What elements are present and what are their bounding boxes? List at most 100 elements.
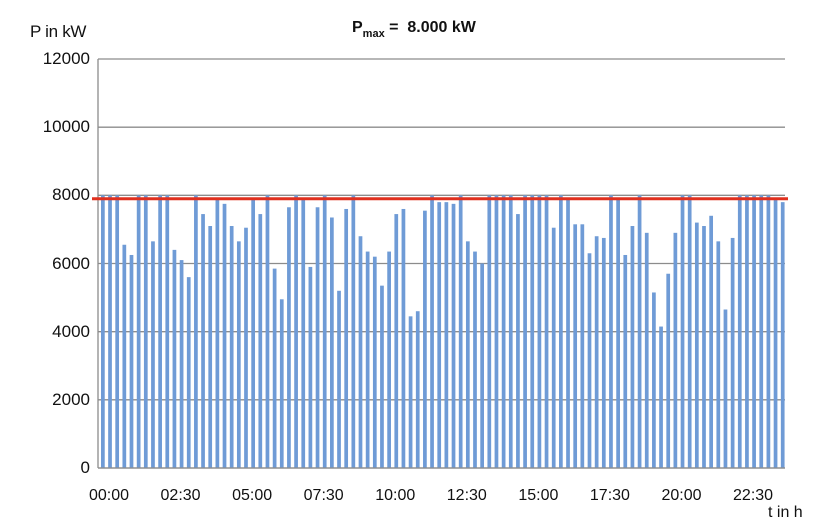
bar bbox=[115, 195, 120, 468]
title-main: P bbox=[352, 19, 363, 36]
bar-series bbox=[101, 195, 785, 469]
bar bbox=[516, 214, 520, 468]
bar bbox=[659, 326, 663, 468]
bar bbox=[544, 195, 549, 468]
bar bbox=[587, 253, 592, 468]
bar bbox=[773, 198, 778, 469]
x-tick-label: 10:00 bbox=[375, 487, 416, 504]
y-tick-label: 2000 bbox=[52, 389, 90, 409]
bar bbox=[702, 226, 706, 468]
bar bbox=[179, 260, 184, 468]
bar bbox=[136, 195, 141, 468]
bar bbox=[473, 251, 477, 468]
bar bbox=[465, 241, 470, 468]
y-tick-label: 4000 bbox=[52, 321, 90, 341]
y-tick-label: 8000 bbox=[52, 185, 90, 205]
bar bbox=[265, 195, 270, 468]
title-value: = 8.000 kW bbox=[384, 19, 476, 36]
bar bbox=[143, 195, 148, 468]
x-tick-label: 17:30 bbox=[589, 487, 630, 504]
bar bbox=[444, 202, 449, 468]
bar bbox=[401, 208, 406, 468]
bar bbox=[308, 266, 313, 468]
bar bbox=[766, 195, 771, 468]
bar bbox=[687, 195, 692, 468]
bar bbox=[294, 195, 298, 468]
bar bbox=[358, 236, 363, 468]
bar bbox=[523, 195, 527, 468]
bar bbox=[387, 251, 391, 468]
bar bbox=[759, 195, 764, 468]
bar bbox=[372, 256, 377, 468]
x-tick-label: 20:00 bbox=[661, 487, 702, 504]
bar bbox=[423, 210, 427, 469]
bar bbox=[151, 241, 155, 468]
bar bbox=[322, 195, 327, 468]
bar bbox=[780, 202, 785, 468]
bar bbox=[652, 292, 656, 468]
bar bbox=[301, 198, 306, 469]
x-tick-label: 00:00 bbox=[88, 487, 130, 504]
y-tick-label: 10000 bbox=[42, 117, 90, 137]
bar bbox=[108, 195, 112, 468]
bar bbox=[287, 207, 291, 468]
title-subscript: max bbox=[362, 28, 385, 40]
bar bbox=[330, 217, 334, 468]
y-tick-label: 0 bbox=[80, 458, 90, 477]
bar bbox=[251, 198, 256, 469]
bar bbox=[537, 195, 542, 468]
bar bbox=[501, 195, 506, 468]
bar bbox=[315, 207, 320, 468]
bar bbox=[530, 195, 535, 468]
bar bbox=[508, 195, 513, 468]
bar bbox=[344, 208, 349, 468]
bar bbox=[165, 195, 170, 468]
bar bbox=[451, 203, 456, 468]
bar bbox=[365, 251, 370, 468]
bar bbox=[609, 195, 613, 468]
y-axis-label: P in kW bbox=[30, 22, 87, 41]
bar bbox=[337, 290, 341, 468]
bar bbox=[559, 195, 563, 468]
bar bbox=[737, 195, 742, 468]
bar bbox=[580, 224, 585, 468]
bar bbox=[573, 224, 578, 468]
bar bbox=[694, 222, 699, 468]
bar bbox=[236, 241, 241, 468]
x-axis-label: t in h bbox=[768, 504, 803, 521]
bar bbox=[430, 195, 434, 468]
bar bbox=[172, 249, 177, 468]
chart-title: Pmax = 8.000 kW bbox=[352, 19, 476, 40]
bar bbox=[594, 236, 599, 468]
bar bbox=[723, 309, 728, 468]
bar bbox=[279, 299, 284, 468]
bar bbox=[487, 195, 492, 468]
bar bbox=[380, 285, 384, 468]
bar bbox=[566, 198, 570, 469]
bar bbox=[437, 202, 442, 468]
bar bbox=[122, 244, 127, 468]
bar bbox=[666, 273, 671, 468]
bar bbox=[458, 195, 463, 468]
bar bbox=[673, 232, 678, 468]
bar bbox=[101, 195, 105, 468]
bar bbox=[129, 254, 134, 468]
bar bbox=[415, 311, 420, 468]
bar bbox=[709, 215, 714, 468]
axes bbox=[97, 59, 785, 469]
bar bbox=[194, 195, 198, 468]
bar bbox=[351, 195, 356, 468]
y-tick-label: 6000 bbox=[52, 253, 90, 273]
bar bbox=[601, 237, 606, 468]
bar bbox=[258, 214, 263, 468]
bar bbox=[222, 203, 227, 468]
bar bbox=[186, 277, 191, 468]
bar bbox=[716, 241, 721, 468]
bar bbox=[752, 195, 756, 468]
bar bbox=[201, 214, 205, 468]
x-tick-label: 12:30 bbox=[446, 487, 487, 504]
bar bbox=[158, 195, 162, 468]
x-tick-label: 05:00 bbox=[232, 487, 273, 504]
bar bbox=[480, 263, 485, 468]
